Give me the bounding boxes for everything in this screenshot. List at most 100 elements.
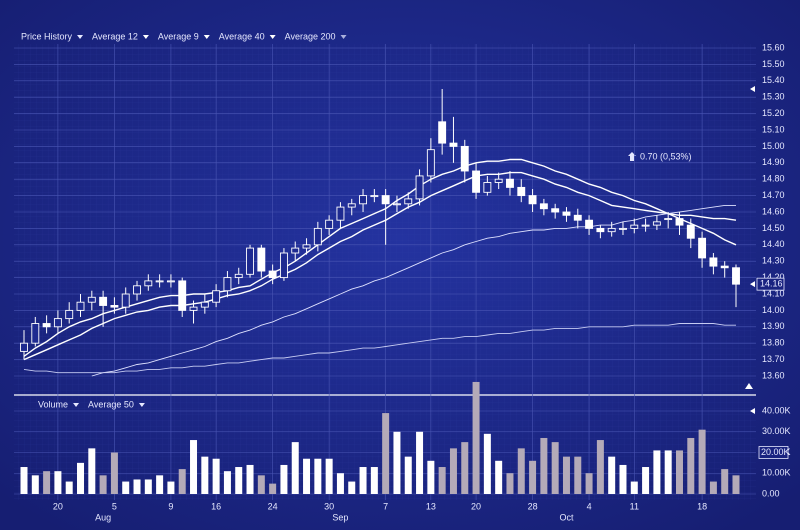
volume-bar xyxy=(156,475,164,494)
candle-body xyxy=(336,206,345,221)
dropdown-arrow[interactable] xyxy=(138,403,145,407)
legend-item[interactable]: Volume xyxy=(38,399,68,409)
last-price-badge xyxy=(756,277,785,291)
candle xyxy=(426,138,435,183)
y-tick-label: 15.10 xyxy=(762,124,785,134)
candle xyxy=(155,274,164,288)
candle xyxy=(393,195,401,212)
x-tick-label: 11 xyxy=(630,501,639,511)
candle xyxy=(460,139,469,183)
candle-body xyxy=(652,221,661,226)
x-tick-label: 28 xyxy=(528,501,538,511)
candle-body xyxy=(121,293,130,308)
y2-tick-label: 30.00K xyxy=(762,426,791,436)
x-tick-label: 30 xyxy=(324,501,334,511)
average-line xyxy=(23,158,737,357)
candle xyxy=(630,218,639,234)
candle-body xyxy=(133,285,141,295)
candle-body xyxy=(630,224,639,229)
candle xyxy=(42,315,51,334)
candle-body xyxy=(585,219,594,229)
legend-item[interactable]: Average 12 xyxy=(92,31,138,41)
legend-item[interactable]: Average 50 xyxy=(88,399,134,409)
candle xyxy=(438,89,447,155)
candle-body xyxy=(166,280,175,283)
candle xyxy=(449,116,458,163)
candle xyxy=(189,300,198,324)
y-tick-label: 13.60 xyxy=(762,370,785,380)
legend-item[interactable]: Average 40 xyxy=(219,31,265,41)
candle-body xyxy=(87,296,96,303)
candle-body xyxy=(200,301,209,308)
candle-body xyxy=(53,318,62,328)
volume-bar xyxy=(257,475,265,494)
candle xyxy=(53,310,62,334)
y2-tick-label: 40.00K xyxy=(762,405,791,415)
dropdown-arrow[interactable] xyxy=(73,403,80,407)
legend-item[interactable]: Price History xyxy=(21,31,73,41)
volume-bar xyxy=(642,467,650,494)
volume-bar xyxy=(370,467,378,494)
volume-bar xyxy=(608,456,616,494)
dropdown-arrow[interactable] xyxy=(269,35,276,39)
candle xyxy=(291,241,300,262)
dropdown-arrow[interactable] xyxy=(340,35,347,39)
candle-body xyxy=(551,208,560,213)
y-tick-label: 14.00 xyxy=(762,305,785,315)
volume-bar xyxy=(110,452,118,494)
y-tick-label: 14.50 xyxy=(762,223,785,233)
volume-bar xyxy=(562,456,570,494)
x-tick-label: 20 xyxy=(53,501,63,511)
average-line xyxy=(23,171,737,361)
candle-body xyxy=(347,203,356,208)
legend-item[interactable]: Average 200 xyxy=(285,31,336,41)
candle-body xyxy=(359,195,367,205)
candle xyxy=(212,284,221,308)
candle xyxy=(76,294,85,317)
candle-body xyxy=(528,195,537,205)
candle-body xyxy=(641,224,650,227)
volume-bar xyxy=(495,460,503,494)
x-tick-label: 16 xyxy=(211,501,221,511)
volume-bar xyxy=(359,467,367,494)
candle-body xyxy=(472,170,481,193)
volume-bar xyxy=(348,481,356,494)
candle-body xyxy=(370,195,379,198)
candle xyxy=(641,218,650,232)
volume-bar xyxy=(540,437,548,494)
x-tick-label: 13 xyxy=(426,501,436,511)
candle-body xyxy=(686,224,695,239)
dropdown-arrow[interactable] xyxy=(77,35,84,39)
candle-body xyxy=(110,305,119,308)
volume-bar xyxy=(517,448,525,494)
month-label: Oct xyxy=(559,512,574,522)
volume-bar xyxy=(653,450,661,494)
average-line xyxy=(91,204,736,377)
y-tick-label: 14.20 xyxy=(762,272,785,282)
candle xyxy=(313,221,322,252)
candle-body xyxy=(155,280,164,283)
candle xyxy=(675,212,684,235)
candle-body xyxy=(664,218,673,221)
dropdown-arrow[interactable] xyxy=(203,35,210,39)
dropdown-arrow[interactable] xyxy=(142,35,149,39)
y-tick-label: 14.80 xyxy=(762,174,785,184)
volume-bar xyxy=(303,458,311,494)
month-label: Sep xyxy=(332,512,348,522)
volume-bar xyxy=(698,429,706,494)
volume-bar xyxy=(721,469,729,494)
candle xyxy=(506,171,514,196)
collapse-icon xyxy=(745,383,753,389)
y-tick-label: 15.30 xyxy=(762,92,785,102)
volume-bar xyxy=(314,458,322,494)
legend-item[interactable]: Average 9 xyxy=(158,31,199,41)
y-tick-label: 14.90 xyxy=(762,157,785,167)
volume-bar xyxy=(54,471,62,494)
candle xyxy=(585,215,594,235)
candle-body xyxy=(42,323,51,328)
candle xyxy=(415,169,424,206)
x-tick-label: 4 xyxy=(587,501,592,511)
candle-body xyxy=(709,257,718,267)
candle-body xyxy=(279,252,288,279)
x-tick-label: 9 xyxy=(168,501,173,511)
